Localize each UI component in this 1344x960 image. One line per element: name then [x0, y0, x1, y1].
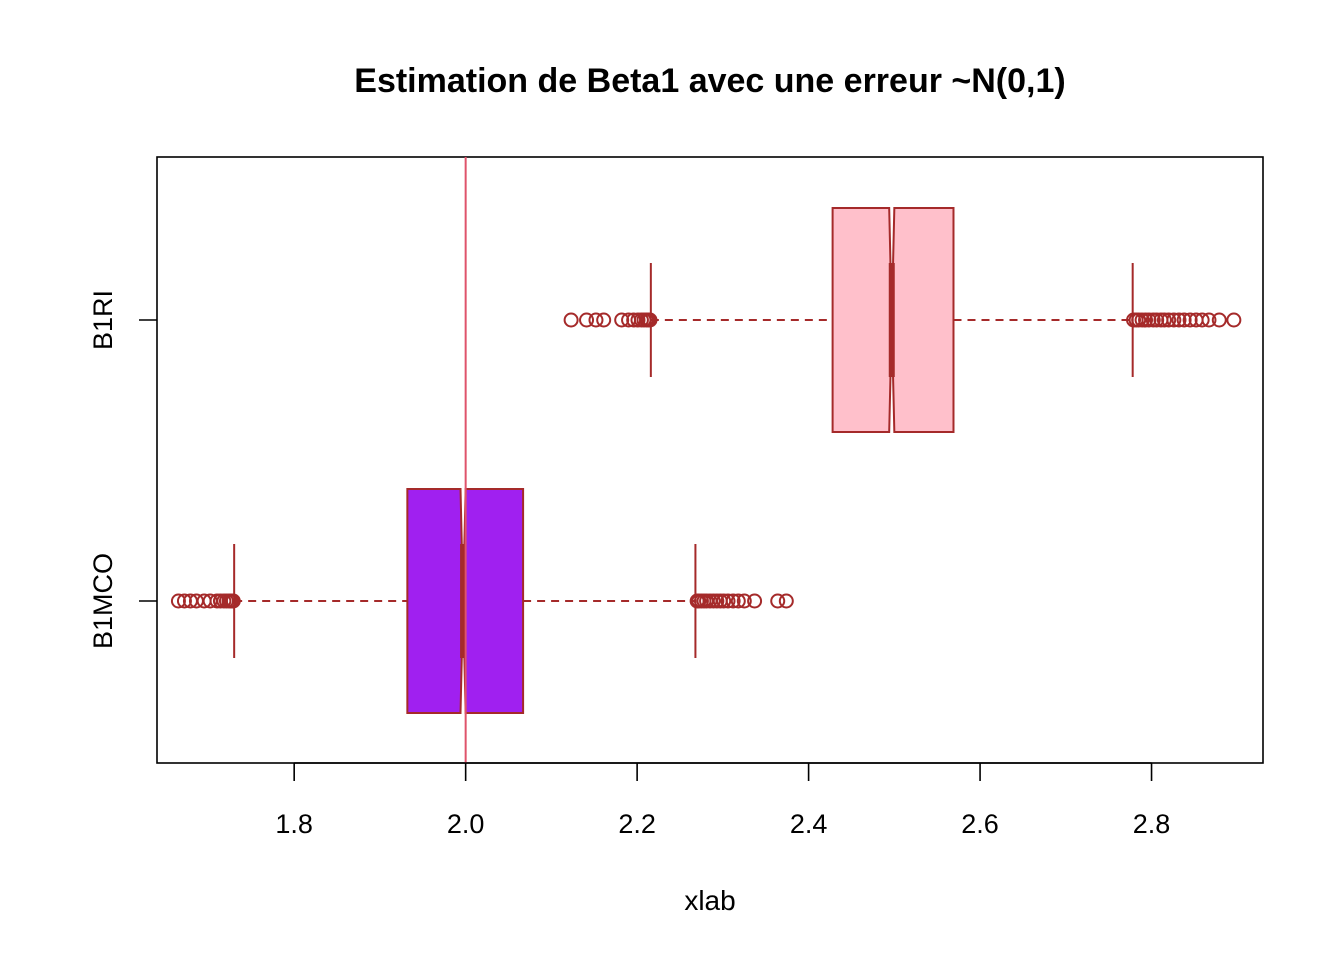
x-axis-label: xlab	[684, 885, 735, 916]
outlier-point	[770, 593, 786, 609]
outlier-point	[579, 312, 595, 328]
outlier-point	[1171, 312, 1187, 328]
outlier-point	[725, 593, 741, 609]
x-tick-label: 2.6	[961, 809, 999, 839]
outlier-point	[1211, 312, 1227, 328]
x-tick-label: 2.8	[1133, 809, 1171, 839]
y-tick-label: B1RI	[88, 290, 118, 350]
chart-title: Estimation de Beta1 avec une erreur ~N(0…	[354, 62, 1065, 100]
outlier-point	[1156, 312, 1172, 328]
outlier-point	[588, 312, 604, 328]
outlier-point	[1226, 312, 1242, 328]
box-b1mco	[170, 488, 794, 714]
outlier-point	[747, 593, 763, 609]
outlier-point	[1166, 312, 1182, 328]
x-tick-label: 2.4	[790, 809, 828, 839]
outlier-point	[730, 593, 746, 609]
box-b1ri	[563, 207, 1242, 433]
data-layer	[170, 157, 1242, 763]
y-tick-label: B1MCO	[88, 553, 118, 649]
y-axis: B1MCO B1RI	[88, 290, 157, 649]
outlier-point	[1194, 312, 1210, 328]
x-tick-label: 1.8	[275, 809, 313, 839]
outlier-point	[1161, 312, 1177, 328]
plot-frame	[156, 156, 1264, 764]
outlier-point	[716, 593, 732, 609]
outlier-point	[563, 312, 579, 328]
outlier-point	[1201, 312, 1217, 328]
x-tick-label: 2.2	[618, 809, 656, 839]
outlier-point	[736, 593, 752, 609]
outlier-point	[225, 593, 241, 609]
x-tick-label: 2.0	[447, 809, 485, 839]
outlier-point	[778, 593, 794, 609]
outlier-point	[596, 312, 612, 328]
outlier-point	[720, 593, 736, 609]
outlier-point	[642, 312, 658, 328]
x-axis: 1.8 2.0 2.2 2.4 2.6 2.8	[275, 762, 1171, 839]
